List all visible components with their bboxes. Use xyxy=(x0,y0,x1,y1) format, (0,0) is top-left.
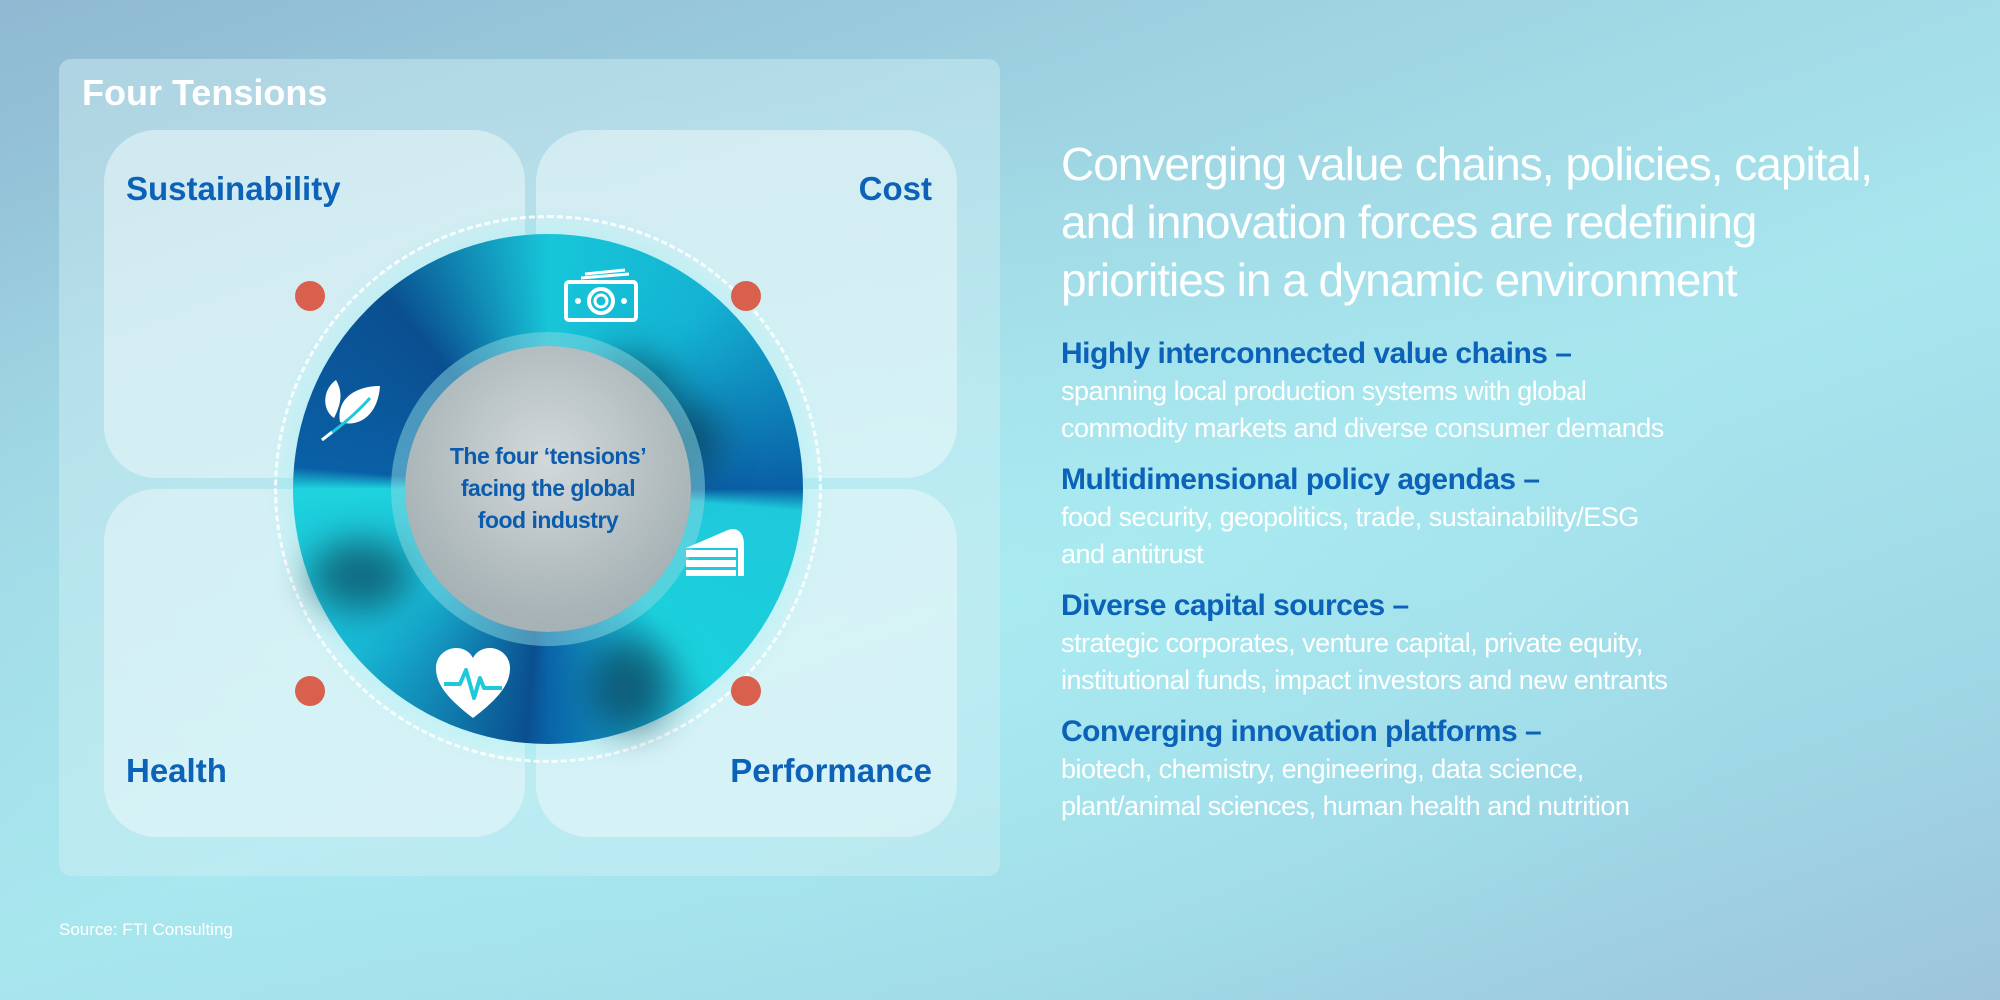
item-title: Highly interconnected value chains – xyxy=(1061,337,1572,370)
center-text-line: facing the global xyxy=(460,475,636,501)
label-cost: Cost xyxy=(858,170,932,207)
item-body: spanning local production systems with g… xyxy=(1061,376,1664,443)
item-body: strategic corporates, venture capital, p… xyxy=(1061,628,1668,695)
dashed-circle xyxy=(274,215,822,763)
center-text: The four ‘tensions’ facing the global fo… xyxy=(405,440,691,536)
center-text-line: The four ‘tensions’ xyxy=(449,443,647,469)
red-dot xyxy=(295,676,325,706)
ring-shadow xyxy=(590,640,670,730)
headline: Converging value chains, policies, capit… xyxy=(1061,135,1961,309)
item-body: food security, geopolitics, trade, susta… xyxy=(1061,502,1639,569)
list-item: Multidimensional policy agendas – food s… xyxy=(1061,461,1961,573)
headline-line: Converging value chains, policies, capit… xyxy=(1061,138,1873,190)
headline-line: and innovation forces are redefining xyxy=(1061,196,1757,248)
headline-line: priorities in a dynamic environment xyxy=(1061,254,1738,306)
item-body: biotech, chemistry, engineering, data sc… xyxy=(1061,754,1630,821)
item-title: Diverse capital sources – xyxy=(1061,589,1409,622)
panel-title: Four Tensions xyxy=(82,72,328,113)
right-column: Converging value chains, policies, capit… xyxy=(1061,135,1961,839)
list-item: Highly interconnected value chains – spa… xyxy=(1061,335,1961,447)
center-text-line: food industry xyxy=(477,507,619,533)
list-item: Converging innovation platforms – biotec… xyxy=(1061,713,1961,825)
red-dot xyxy=(731,281,761,311)
money-icon xyxy=(564,268,638,322)
cake-icon xyxy=(686,528,744,576)
red-dot xyxy=(295,281,325,311)
ring-shadow xyxy=(310,540,410,610)
list-item: Diverse capital sources – strategic corp… xyxy=(1061,587,1961,699)
leaf-icon xyxy=(321,380,380,442)
label-performance: Performance xyxy=(730,752,932,789)
red-dot xyxy=(731,676,761,706)
label-sustainability: Sustainability xyxy=(126,170,341,207)
label-health: Health xyxy=(126,752,227,789)
item-title: Multidimensional policy agendas – xyxy=(1061,463,1540,496)
item-title: Converging innovation platforms – xyxy=(1061,715,1542,748)
center-circle xyxy=(405,346,691,632)
source-note: Source: FTI Consulting xyxy=(59,920,233,939)
heart-pulse-icon xyxy=(436,648,510,718)
